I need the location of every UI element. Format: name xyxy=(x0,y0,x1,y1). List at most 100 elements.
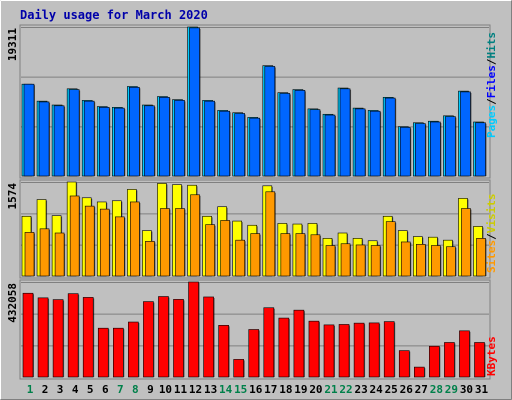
bar-sites-day-14 xyxy=(220,220,230,277)
bar-files-day-14 xyxy=(219,110,230,177)
x-tick-label: 25 xyxy=(385,383,398,396)
bar-files-day-21 xyxy=(324,114,336,177)
x-tick-label: 11 xyxy=(174,383,188,396)
x-tick-label: 26 xyxy=(400,383,414,396)
x-tick-label: 19 xyxy=(294,383,307,396)
bar-files-day-10 xyxy=(159,96,170,177)
legend-kbytes: KBytes xyxy=(485,336,498,376)
bar-kbytes-day-17 xyxy=(263,307,275,378)
bar-sites-day-17 xyxy=(265,191,276,277)
x-tick-label: 6 xyxy=(102,383,109,396)
x-tick-label: 22 xyxy=(339,383,352,396)
x-tick-label: 24 xyxy=(370,383,384,396)
bar-kbytes-day-28 xyxy=(429,345,440,378)
x-tick-label: 21 xyxy=(324,383,338,396)
bar-kbytes-day-20 xyxy=(308,320,320,378)
bar-kbytes-day-30 xyxy=(459,330,470,378)
x-tick-label: 3 xyxy=(57,383,64,396)
bar-files-day-26 xyxy=(399,127,411,177)
bar-kbytes-day-24 xyxy=(368,322,380,378)
bar-files-day-8 xyxy=(129,86,140,177)
legend-middle: Sites/Visits xyxy=(485,194,498,274)
bar-files-day-12 xyxy=(189,27,200,177)
bar-sites-day-28 xyxy=(431,245,441,277)
bar-files-day-17 xyxy=(264,66,276,177)
x-tick-label: 12 xyxy=(189,383,202,396)
bar-sites-day-21 xyxy=(325,245,336,277)
bar-kbytes-day-12 xyxy=(188,281,199,378)
bar-sites-day-26 xyxy=(400,241,411,277)
bar-kbytes-day-3 xyxy=(52,299,64,378)
legend-sep-1: / xyxy=(485,98,498,105)
x-tick-label: 20 xyxy=(309,383,322,396)
x-tick-label: 1 xyxy=(27,383,34,396)
legend-pages: Pages xyxy=(485,105,498,138)
bar-files-day-3 xyxy=(53,105,65,177)
bar-kbytes-day-22 xyxy=(338,324,350,378)
bar-files-day-4 xyxy=(68,89,80,177)
x-tick-label: 13 xyxy=(204,383,217,396)
bar-files-day-11 xyxy=(174,100,185,177)
bar-sites-day-3 xyxy=(54,232,65,277)
bar-kbytes-day-5 xyxy=(82,297,94,378)
bar-sites-day-7 xyxy=(115,216,125,277)
bar-sites-day-10 xyxy=(160,208,170,277)
bar-sites-day-2 xyxy=(39,228,50,277)
x-tick-label: 17 xyxy=(264,383,277,396)
bar-sites-day-4 xyxy=(69,195,80,277)
bar-files-day-1 xyxy=(23,83,35,177)
bar-sites-day-22 xyxy=(340,243,351,277)
x-tick-label: 14 xyxy=(219,383,233,396)
bar-kbytes-day-16 xyxy=(248,329,260,378)
x-tick-label: 18 xyxy=(279,383,292,396)
x-tick-label: 27 xyxy=(415,383,428,396)
bar-kbytes-day-13 xyxy=(203,296,214,378)
bar-files-day-19 xyxy=(294,90,306,177)
bar-files-day-28 xyxy=(430,121,441,177)
x-tick-label: 28 xyxy=(430,383,443,396)
bar-kbytes-day-26 xyxy=(398,350,410,378)
bar-files-day-24 xyxy=(369,110,381,177)
bar-sites-day-18 xyxy=(280,233,291,277)
x-tick-label: 5 xyxy=(87,383,94,396)
bar-kbytes-day-14 xyxy=(218,325,229,378)
bar-kbytes-day-11 xyxy=(173,299,184,378)
bar-kbytes-day-10 xyxy=(158,296,169,378)
bar-files-day-5 xyxy=(83,100,95,177)
bar-kbytes-day-7 xyxy=(113,327,124,378)
bar-files-day-13 xyxy=(204,100,215,177)
x-tick-label: 10 xyxy=(159,383,172,396)
panel-bottom-max-label: 432058 xyxy=(6,283,19,323)
bar-sites-day-5 xyxy=(84,205,95,277)
bar-sites-day-23 xyxy=(355,244,366,277)
x-tick-label: 16 xyxy=(249,383,263,396)
bar-kbytes-day-15 xyxy=(233,359,244,378)
bar-sites-day-29 xyxy=(446,246,456,277)
bar-files-day-22 xyxy=(339,88,351,177)
bar-sites-day-13 xyxy=(205,224,215,277)
x-tick-label: 8 xyxy=(132,383,139,396)
panel-middle-max-label: 1574 xyxy=(6,183,19,210)
legend-visits: Visits xyxy=(485,194,498,234)
x-tick-label: 31 xyxy=(475,383,489,396)
bar-kbytes-day-23 xyxy=(353,322,365,378)
legend-files: Files xyxy=(485,65,498,98)
legend-hits: Hits xyxy=(485,32,498,59)
bar-kbytes-day-29 xyxy=(444,342,455,378)
bar-kbytes-day-31 xyxy=(474,342,485,378)
legend-sep-2: / xyxy=(485,58,498,65)
legend-sep-3: / xyxy=(485,233,498,240)
bar-sites-day-24 xyxy=(370,245,381,277)
bar-files-day-7 xyxy=(114,107,125,177)
bar-sites-day-15 xyxy=(235,239,245,277)
x-tick-label: 7 xyxy=(117,383,124,396)
bar-files-day-20 xyxy=(309,109,321,177)
bar-files-day-6 xyxy=(98,107,110,177)
bar-kbytes-day-27 xyxy=(413,366,425,378)
x-tick-label: 9 xyxy=(147,383,154,396)
chart-title: Daily usage for March 2020 xyxy=(20,8,208,22)
x-tick-label: 29 xyxy=(445,383,458,396)
bar-files-day-18 xyxy=(279,93,291,177)
legend-top: Pages/Files/Hits xyxy=(485,32,498,138)
bar-sites-day-19 xyxy=(295,233,306,277)
